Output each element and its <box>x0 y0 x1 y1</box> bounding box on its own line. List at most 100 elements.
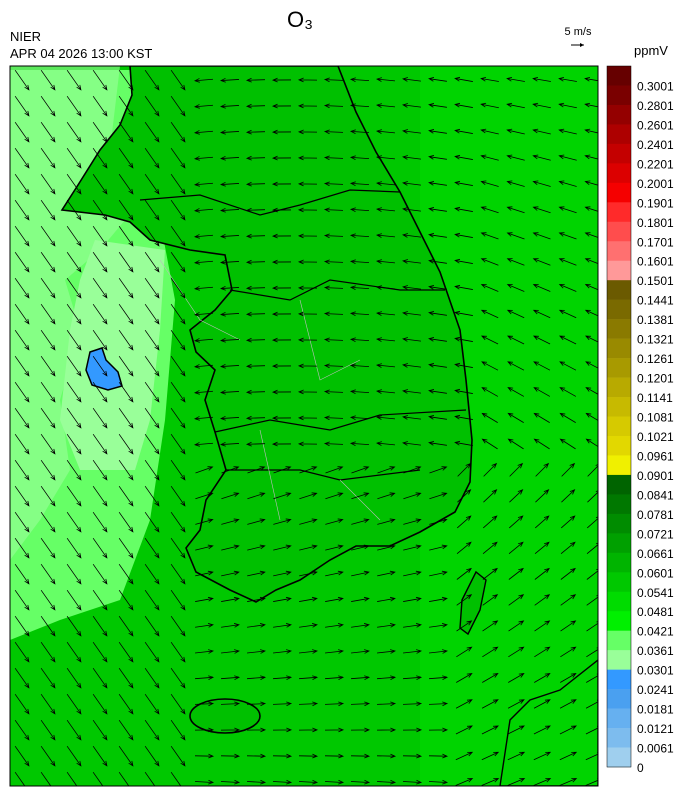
wind-arrow <box>92 485 108 507</box>
wind-arrow <box>584 258 598 264</box>
wind-arrow <box>271 103 292 109</box>
wind-arrow <box>560 541 576 555</box>
wind-arrow <box>297 207 318 213</box>
wind-arrow <box>92 615 108 637</box>
wind-arrow <box>271 441 292 447</box>
wind-arrow <box>195 623 214 628</box>
wind-arrow <box>585 778 598 786</box>
wind-arrow <box>376 181 395 186</box>
wind-arrow <box>66 69 82 91</box>
wind-arrow <box>377 466 396 474</box>
colorbar-label: 0.1501 <box>637 274 674 288</box>
wind-arrow <box>507 438 524 450</box>
colorbar: 0.3001 0.2801 0.2601 0.2401 0.2201 0.2001 0.19… <box>606 65 674 775</box>
wind-arrow <box>324 727 345 733</box>
jeju-island <box>189 698 261 734</box>
wind-arrow <box>118 277 134 299</box>
wind-arrow <box>245 337 266 343</box>
colorbar-swatch <box>607 66 631 86</box>
wind-arrow <box>66 303 82 325</box>
wind-arrow <box>245 155 266 161</box>
wind-arrow <box>271 415 292 421</box>
wind-arrow <box>351 596 370 602</box>
wind-arrow <box>247 596 266 602</box>
wind-arrow <box>325 570 344 577</box>
wind-arrow <box>508 620 525 632</box>
wind-arrow <box>428 441 447 446</box>
colorbar-label: 0.0241 <box>637 683 674 697</box>
wind-arrow <box>454 284 473 290</box>
colorbar-label: 0.1901 <box>637 196 674 210</box>
wind-arrow <box>40 459 56 481</box>
wind-arrow <box>299 518 318 525</box>
map-frame <box>9 65 599 787</box>
wind-arrow <box>92 199 108 221</box>
wind-arrow <box>351 492 370 500</box>
wind-arrow <box>297 103 318 109</box>
wind-arrow <box>170 537 186 559</box>
colorbar-label: 0.2801 <box>637 99 674 113</box>
wind-arrow <box>377 623 396 628</box>
vector-scale-arrow <box>571 43 584 47</box>
wind-arrow <box>481 361 499 371</box>
wind-arrow <box>92 537 108 559</box>
wind-arrow <box>170 771 182 786</box>
wind-arrow <box>533 751 552 761</box>
wind-arrow <box>297 363 318 369</box>
wind-arrow <box>376 675 396 680</box>
wind-arrow <box>482 672 499 683</box>
wind-arrow <box>480 309 499 319</box>
wind-arrow <box>170 199 186 221</box>
wind-arrow <box>428 311 447 316</box>
wind-arrow <box>456 620 473 632</box>
wind-arrow <box>273 596 292 602</box>
colorbar-label: 0.0601 <box>637 566 674 580</box>
colorbar-swatch <box>607 708 631 729</box>
wind-arrow <box>403 492 422 500</box>
wind-arrow <box>584 154 598 160</box>
wind-arrow <box>194 390 214 395</box>
wind-arrow <box>245 363 266 369</box>
wind-arrow <box>402 363 421 368</box>
colorbar-swatch <box>607 202 631 223</box>
colorbar-swatch <box>607 377 631 398</box>
wind-arrow <box>273 570 292 577</box>
colorbar-swatch <box>607 221 631 242</box>
wind-arrow <box>532 258 551 266</box>
wind-arrow <box>297 415 318 421</box>
wind-arrow <box>506 335 525 345</box>
wind-arrow <box>170 615 186 637</box>
wind-arrow <box>271 389 292 395</box>
wind-arrow <box>587 464 598 477</box>
wind-arrow <box>245 441 266 447</box>
wind-arrow <box>534 515 550 529</box>
wind-arrow <box>428 779 449 785</box>
wind-arrow <box>532 154 551 161</box>
wind-arrow <box>532 128 551 135</box>
colorbar-label: 0.0421 <box>637 625 674 639</box>
wind-arrow <box>560 515 576 529</box>
wind-arrow <box>194 78 214 83</box>
wind-arrow <box>558 180 577 187</box>
wind-arrow <box>66 589 82 611</box>
wind-arrow <box>323 77 344 83</box>
wind-arrow <box>66 121 82 143</box>
wind-arrow <box>170 433 186 455</box>
wind-arrow <box>428 675 448 680</box>
wind-arrow <box>170 69 186 91</box>
wind-arrow <box>118 459 134 481</box>
colorbar-label: 0.1081 <box>637 411 674 425</box>
wind-arrow <box>170 511 186 533</box>
colorbar-label: 0.1801 <box>637 216 674 230</box>
wind-arrow <box>532 284 551 292</box>
wind-arrow <box>506 180 525 187</box>
wind-arrow <box>144 277 160 299</box>
wind-arrow <box>559 751 578 761</box>
wind-arrow <box>323 389 344 395</box>
colorbar-swatch <box>607 630 631 651</box>
colorbar-swatch <box>607 552 631 573</box>
wind-arrow <box>118 511 134 533</box>
wind-arrow <box>506 154 525 161</box>
colorbar-label: 0.1021 <box>637 430 674 444</box>
wind-arrow <box>534 620 551 632</box>
